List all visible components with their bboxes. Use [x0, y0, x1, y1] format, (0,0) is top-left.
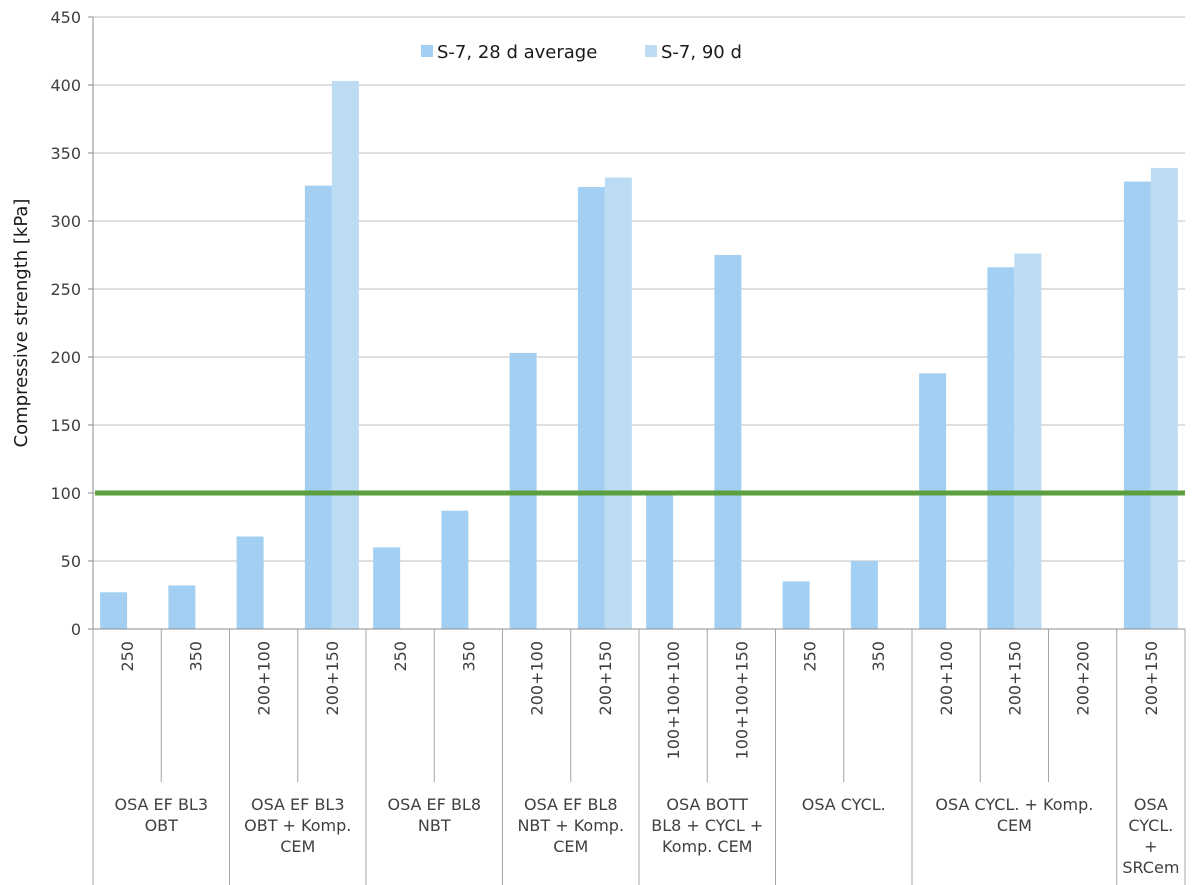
category-label: 200+150 — [596, 641, 615, 715]
group-label: OSA EF BL8 NBT — [387, 795, 481, 835]
bar-90d-7 — [604, 177, 632, 630]
y-tick-label: 200 — [50, 348, 81, 367]
y-tick-label: 350 — [50, 144, 81, 163]
category-label: 200+200 — [1074, 641, 1093, 715]
bar-28d-2 — [236, 536, 264, 629]
category-label: 100+100+150 — [732, 641, 751, 759]
group-label: OSA EF BL8 NBT + Komp. CEM — [517, 795, 624, 856]
legend-swatch-90d — [645, 45, 657, 57]
bar-28d-9 — [714, 255, 742, 629]
category-label: 200+150 — [1005, 641, 1024, 715]
bar-28d-10 — [782, 581, 810, 629]
bar-90d-13 — [1014, 253, 1042, 629]
bar-28d-11 — [850, 561, 878, 629]
y-tick-label: 50 — [61, 552, 81, 571]
bar-28d-0 — [100, 592, 128, 629]
category-label: 200+150 — [323, 641, 342, 715]
category-label: 200+100 — [528, 641, 547, 715]
category-label: 200+100 — [937, 641, 956, 715]
legend-label-90d: S-7, 90 d — [661, 42, 742, 63]
group-labels: OSA EF BL3 OBT OSA EF BL3 OBT + Komp. CEM OSA… — [92, 782, 1186, 885]
bar-28d-12 — [919, 373, 947, 629]
category-label: 350 — [869, 641, 888, 672]
y-tick-label: 100 — [50, 484, 81, 503]
y-tick-label: 300 — [50, 212, 81, 231]
category-label: 200+150 — [1142, 641, 1161, 715]
bar-90d-3 — [331, 80, 359, 630]
bar-28d-5 — [441, 510, 469, 629]
bars — [100, 80, 1178, 630]
bar-28d-13 — [987, 267, 1015, 629]
group-label: OSA EF BL3 OBT + Komp. CEM — [244, 795, 351, 856]
y-tick-label: 0 — [71, 620, 81, 639]
group-label: OSA EF BL3 OBT — [114, 795, 208, 835]
legend-swatch-28d — [421, 45, 433, 57]
bar-28d-1 — [168, 585, 196, 629]
category-label: 250 — [118, 641, 137, 672]
group-label: OSA CYCL. + Komp. CEM — [935, 795, 1093, 835]
category-label: 250 — [391, 641, 410, 672]
category-label: 200+100 — [255, 641, 274, 715]
group-label: OSA BOTT BL8 + CYCL + Komp. CEM — [651, 795, 763, 856]
category-label: 100+100+100 — [664, 641, 683, 759]
group-label: OSA CYCL. — [802, 795, 886, 814]
bar-28d-8 — [646, 493, 674, 629]
category-label: 350 — [459, 641, 478, 672]
y-tick-label: 450 — [50, 8, 81, 27]
y-tick-label: 150 — [50, 416, 81, 435]
bar-28d-4 — [373, 547, 401, 629]
legend: S-7, 28 d average S-7, 90 d — [421, 42, 742, 63]
y-tick-label: 400 — [50, 76, 81, 95]
bar-28d-15 — [1123, 181, 1151, 629]
legend-label-28d: S-7, 28 d average — [437, 42, 597, 63]
category-label: 350 — [186, 641, 205, 672]
y-axis-label: Compressive strength [kPa] — [11, 199, 32, 448]
y-tick-labels: 0 50 100 150 200 250 300 350 400 450 — [50, 8, 81, 639]
bar-90d-15 — [1150, 167, 1178, 629]
bar-28d-3 — [304, 185, 332, 629]
bar-28d-7 — [577, 187, 605, 629]
category-labels: 250 350 200+100 200+150 250 350 200+100 200+150… — [92, 629, 1186, 782]
y-tick-label: 250 — [50, 280, 81, 299]
category-label: 250 — [801, 641, 820, 672]
group-label: OSA CYCL. + SRCem — [1122, 795, 1179, 877]
